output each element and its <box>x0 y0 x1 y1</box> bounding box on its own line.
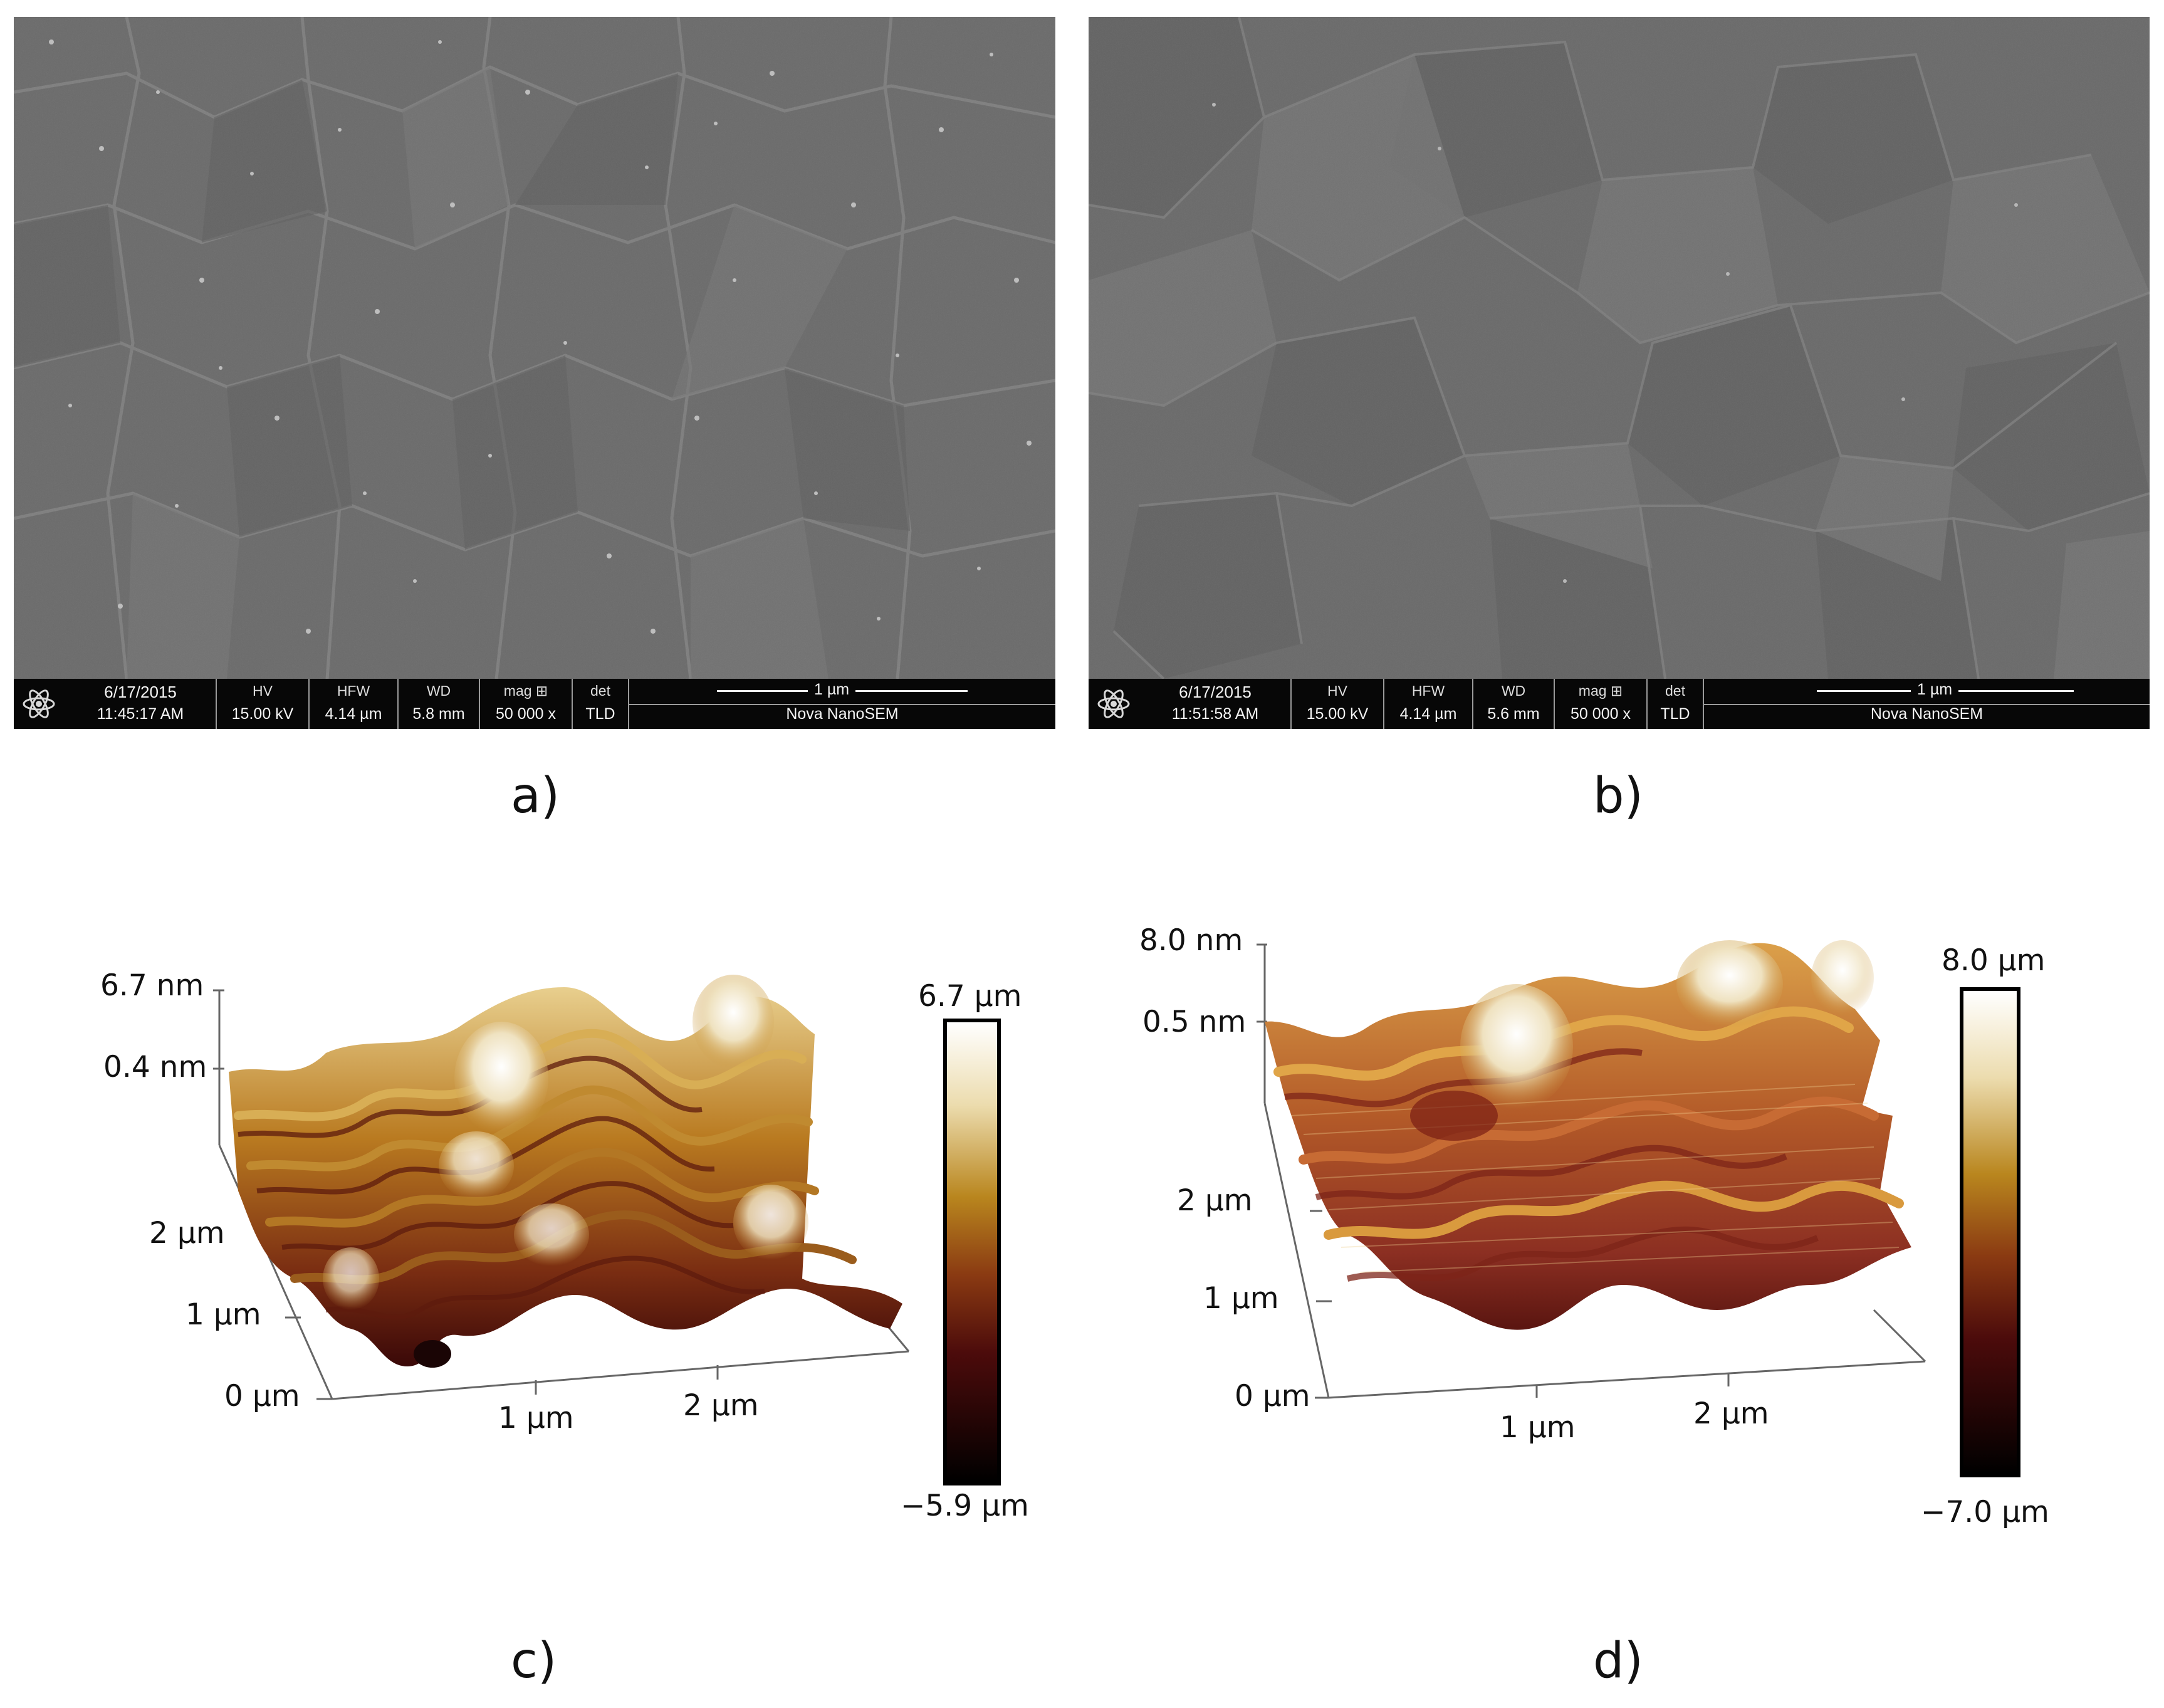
sem-hfw-value: 4.14 µm <box>1399 705 1457 723</box>
mag-grid-icon: ⊞ <box>1610 683 1623 699</box>
afm-d-x-tick-2: 2 µm <box>1693 1396 1769 1431</box>
sem-mag-label: mag ⊞ <box>503 683 548 699</box>
afm-d-colorbar <box>1960 987 2020 1477</box>
afm-c-colorbar-min: −5.9 µm <box>901 1489 1029 1523</box>
sem-det-label: det <box>1665 683 1685 699</box>
afm-c-y-tick-2: 2 µm <box>149 1216 225 1250</box>
afm-c-colorbar-max: 6.7 µm <box>918 979 1022 1014</box>
sem-hfw-value: 4.14 µm <box>325 705 382 723</box>
sem-instrument: Nova NanoSEM <box>1870 705 1984 723</box>
sem-micrograph-b <box>1089 17 2150 679</box>
sem-scale-label: 1 µm <box>1911 681 1959 699</box>
sem-hv-label: HV <box>1327 683 1347 699</box>
panel-label-d: d) <box>1593 1633 1643 1689</box>
sem-det-value: TLD <box>585 705 615 723</box>
panel-label-a: a) <box>511 768 560 824</box>
afm-c-colorbar <box>943 1019 1001 1485</box>
sem-mag-label: mag ⊞ <box>1578 683 1623 699</box>
panel-label-c: c) <box>511 1633 557 1689</box>
sem-date: 6/17/2015 <box>1179 683 1252 701</box>
sem-image-a: 6/17/2015 11:45:17 AM HV 15.00 kV HFW 4.… <box>14 17 1055 729</box>
afm-d-colorbar-max: 8.0 µm <box>1942 943 2046 978</box>
sem-info-bar-a: 6/17/2015 11:45:17 AM HV 15.00 kV HFW 4.… <box>14 679 1055 729</box>
sem-hv-label: HV <box>253 683 273 699</box>
afm-d-y-tick-2: 2 µm <box>1177 1183 1253 1218</box>
afm-c-z-top: 6.7 nm <box>100 968 204 1003</box>
sem-micrograph-a <box>14 17 1055 679</box>
sem-wd-value: 5.8 mm <box>412 705 465 723</box>
sem-det-label: det <box>590 683 610 699</box>
afm-surface-d <box>1257 940 1926 1399</box>
afm-d-y-tick-1: 1 µm <box>1203 1281 1279 1316</box>
afm-c-y-tick-1: 1 µm <box>186 1297 261 1332</box>
afm-c-y-tick-0: 0 µm <box>224 1379 300 1413</box>
afm-c-x-tick-1: 1 µm <box>498 1401 574 1435</box>
afm-d-colorbar-min: −7.0 µm <box>1921 1495 2049 1529</box>
afm-c-x-tick-2: 2 µm <box>683 1388 759 1423</box>
sem-info-bar-b: 6/17/2015 11:51:58 AM HV 15.00 kV HFW 4.… <box>1089 679 2150 729</box>
sem-mag-value: 50 000 x <box>496 705 556 723</box>
sem-logo-icon <box>1095 685 1132 723</box>
sem-hv-value: 15.00 kV <box>231 705 294 723</box>
afm-d-x-tick-1: 1 µm <box>1500 1410 1576 1445</box>
panel-label-b: b) <box>1593 768 1643 824</box>
afm-d-z-top: 8.0 nm <box>1139 923 1243 958</box>
afm-c-z-mid: 0.4 nm <box>103 1050 207 1084</box>
afm-d-z-mid: 0.5 nm <box>1142 1005 1247 1039</box>
sem-logo-icon <box>20 685 58 723</box>
sem-image-b: 6/17/2015 11:51:58 AM HV 15.00 kV HFW 4.… <box>1089 17 2150 729</box>
sem-wd-value: 5.6 mm <box>1487 705 1540 723</box>
afm-d-y-tick-0: 0 µm <box>1235 1379 1310 1413</box>
mag-grid-icon: ⊞ <box>535 683 548 699</box>
sem-time: 11:45:17 AM <box>97 705 184 723</box>
sem-instrument: Nova NanoSEM <box>786 705 899 723</box>
sem-time: 11:51:58 AM <box>1171 705 1259 723</box>
sem-scale-label: 1 µm <box>808 681 856 699</box>
sem-hfw-label: HFW <box>1411 683 1445 699</box>
sem-date: 6/17/2015 <box>104 683 177 701</box>
afm-surface-c <box>213 975 910 1400</box>
sem-hv-value: 15.00 kV <box>1306 705 1369 723</box>
sem-mag-value: 50 000 x <box>1571 705 1631 723</box>
sem-hfw-label: HFW <box>337 683 370 699</box>
sem-wd-label: WD <box>1501 683 1526 699</box>
sem-wd-label: WD <box>426 683 451 699</box>
sem-det-value: TLD <box>1660 705 1690 723</box>
